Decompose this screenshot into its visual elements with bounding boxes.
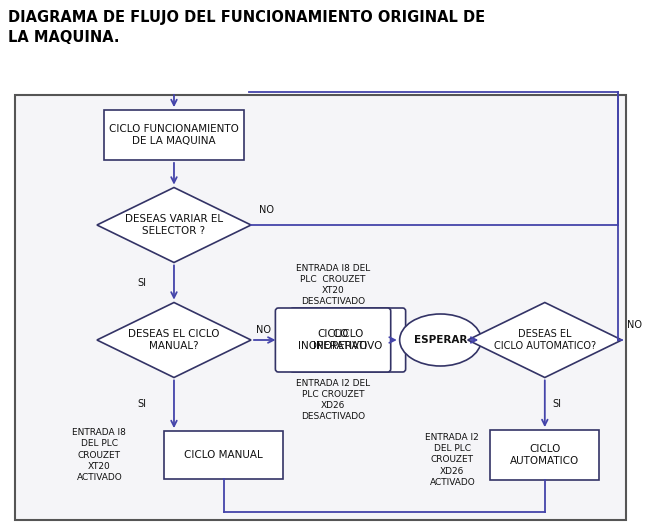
Text: DESEAS EL
CICLO AUTOMATICO?: DESEAS EL CICLO AUTOMATICO? bbox=[493, 329, 596, 351]
Text: ENTRADA I8 DEL
PLC  CROUZET
XT20
DESACTIVADO: ENTRADA I8 DEL PLC CROUZET XT20 DESACTIV… bbox=[296, 264, 370, 306]
Polygon shape bbox=[468, 303, 622, 378]
Text: NO: NO bbox=[627, 320, 642, 330]
Bar bbox=[164, 431, 283, 479]
Text: NO: NO bbox=[259, 205, 274, 215]
Text: LA MAQUINA.: LA MAQUINA. bbox=[8, 30, 119, 45]
Text: CICLO MANUAL: CICLO MANUAL bbox=[184, 450, 263, 460]
Text: CICLO
INOPERATIVO: CICLO INOPERATIVO bbox=[299, 329, 368, 351]
FancyBboxPatch shape bbox=[275, 308, 391, 372]
Polygon shape bbox=[97, 187, 251, 262]
Polygon shape bbox=[97, 303, 251, 378]
Bar bbox=[15, 95, 626, 520]
Text: ENTRADA I2
DEL PLC
CROUZET
XD26
ACTIVADO: ENTRADA I2 DEL PLC CROUZET XD26 ACTIVADO bbox=[426, 433, 479, 487]
Bar bbox=[104, 110, 244, 160]
Text: SI: SI bbox=[137, 278, 146, 287]
Text: CICLO
INOPERATIVO: CICLO INOPERATIVO bbox=[313, 329, 382, 351]
Text: SI: SI bbox=[553, 399, 562, 409]
FancyBboxPatch shape bbox=[290, 308, 406, 372]
Text: DIAGRAMA DE FLUJO DEL FUNCIONAMIENTO ORIGINAL DE: DIAGRAMA DE FLUJO DEL FUNCIONAMIENTO ORI… bbox=[8, 10, 485, 25]
Text: ESPERAR: ESPERAR bbox=[413, 335, 467, 345]
Text: CICLO FUNCIONAMIENTO
DE LA MAQUINA: CICLO FUNCIONAMIENTO DE LA MAQUINA bbox=[109, 124, 239, 146]
Bar bbox=[490, 430, 599, 480]
Text: CICLO
AUTOMATICO: CICLO AUTOMATICO bbox=[510, 444, 579, 466]
Text: DESEAS VARIAR EL
SELECTOR ?: DESEAS VARIAR EL SELECTOR ? bbox=[125, 214, 223, 236]
Text: SI: SI bbox=[137, 399, 146, 409]
Ellipse shape bbox=[400, 314, 481, 366]
Text: ENTRADA I8
DEL PLC
CROUZET
XT20
ACTIVADO: ENTRADA I8 DEL PLC CROUZET XT20 ACTIVADO bbox=[72, 428, 126, 481]
Text: DESEAS EL CICLO
MANUAL?: DESEAS EL CICLO MANUAL? bbox=[128, 329, 220, 351]
Text: ENTRADA I2 DEL
PLC CROUZET
XD26
DESACTIVADO: ENTRADA I2 DEL PLC CROUZET XD26 DESACTIV… bbox=[296, 379, 370, 421]
Text: NO: NO bbox=[256, 325, 271, 335]
